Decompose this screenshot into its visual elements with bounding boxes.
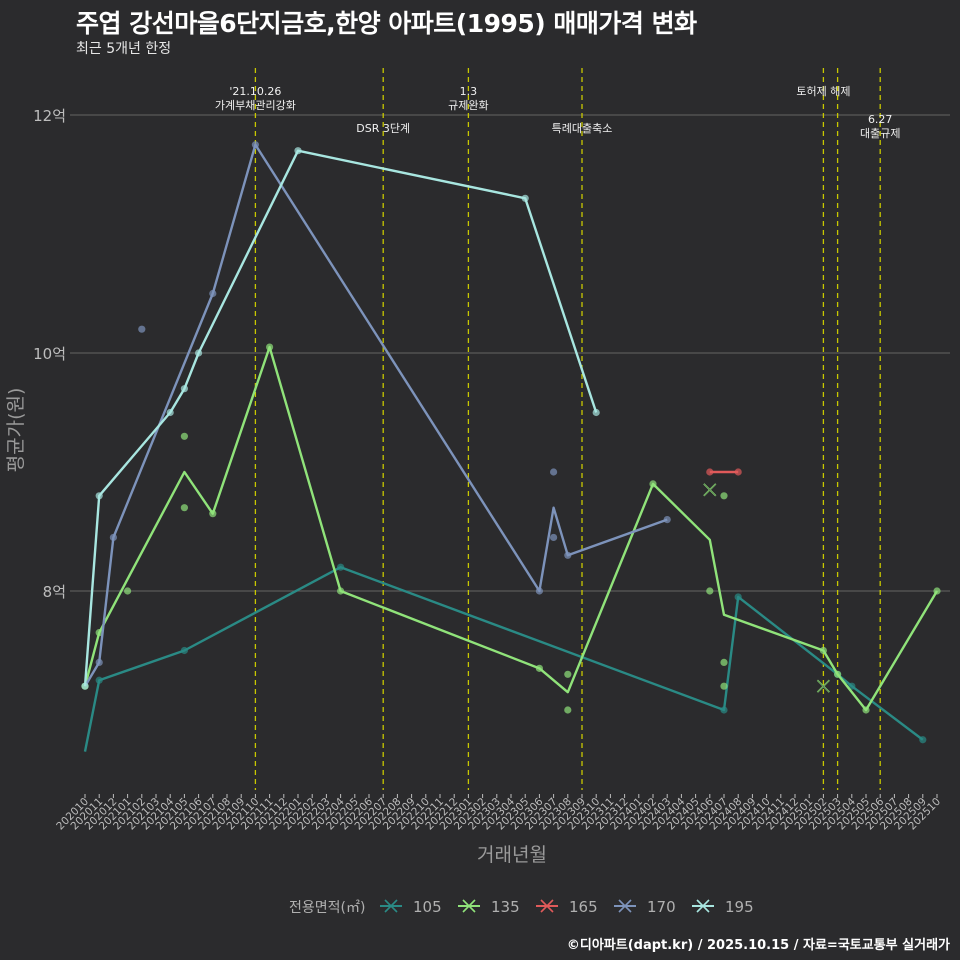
legend-swatch-cross: [540, 899, 554, 913]
series-layer: [81, 141, 941, 752]
event-label: 6.27: [868, 113, 893, 126]
series-line-135: [83, 345, 939, 712]
data-point: [124, 587, 132, 595]
legend-label: 135: [491, 898, 520, 916]
event-label: 특례대출축소: [552, 122, 613, 135]
legend-item-165: 165: [536, 898, 598, 916]
data-point: [720, 682, 728, 690]
data-point: [109, 533, 117, 542]
grid-layer: [70, 114, 950, 592]
legend-swatch-cross: [462, 899, 476, 913]
event-label: 대출규제: [860, 127, 900, 140]
data-point: [649, 480, 657, 488]
legend-label: 170: [647, 898, 676, 916]
data-point: [720, 492, 728, 500]
legend-label: 105: [413, 898, 442, 916]
data-point: [535, 664, 544, 672]
series-135: [81, 343, 941, 714]
data-point: [337, 563, 345, 571]
data-point: [195, 349, 203, 357]
axis-layer: 8억10억12억20201020201120201220210120210220…: [5, 107, 943, 866]
data-point: [592, 408, 600, 417]
data-point: [564, 670, 572, 678]
data-point: [266, 343, 274, 351]
data-point: [706, 468, 714, 476]
data-point: [564, 551, 572, 559]
data-point: [294, 147, 302, 155]
y-tick-label: 12억: [33, 107, 66, 125]
cross-marker-shadow: [703, 483, 717, 497]
data-point: [706, 587, 714, 595]
y-axis-title: 평균가(원): [5, 388, 27, 473]
data-point: [933, 587, 941, 595]
data-point: [834, 670, 842, 678]
data-point: [919, 736, 927, 744]
data-point: [95, 492, 103, 500]
series-195: [81, 147, 600, 690]
event-label: '21.10.26: [229, 85, 281, 98]
data-point: [862, 706, 870, 714]
data-point: [663, 516, 671, 524]
data-point: [209, 289, 217, 298]
source-caption: ©디아파트(dapt.kr) / 2025.10.15 / 자료=국토교통부 실…: [566, 938, 950, 953]
data-point: [550, 468, 558, 476]
event-label: 1.3: [460, 85, 478, 98]
event-label: DSR 3단계: [356, 122, 410, 135]
legend-item-170: 170: [614, 898, 676, 916]
data-point: [550, 533, 558, 542]
legend-layer: 전용면적(㎡) 105 135 165 170 195: [289, 898, 754, 916]
data-point: [819, 646, 828, 655]
data-point: [81, 682, 89, 690]
data-point: [251, 141, 259, 149]
data-point: [337, 587, 345, 595]
series-line-195: [83, 149, 598, 687]
legend-swatch-cross: [384, 899, 398, 913]
legend-swatch-cross: [618, 899, 632, 913]
legend-swatch-cross: [696, 899, 710, 913]
data-point: [720, 706, 728, 714]
chart-title: 주엽 강선마을6단지금호,한양 아파트(1995) 매매가격 변화: [76, 9, 697, 38]
data-point: [209, 510, 217, 518]
series-line-105: [83, 566, 924, 752]
y-tick-label: 10억: [33, 345, 66, 363]
legend-title: 전용면적(㎡): [289, 900, 365, 916]
legend-item-195: 195: [692, 898, 754, 916]
data-point: [720, 658, 728, 667]
y-tick-label: 8억: [43, 583, 66, 601]
legend-item-135: 135: [458, 898, 520, 916]
data-point: [166, 408, 174, 417]
data-point: [95, 676, 103, 684]
legend-item-105: 105: [380, 898, 442, 916]
series-105: [83, 563, 927, 752]
series-170: [83, 141, 671, 687]
chart-subtitle: 최근 5개년 한정: [76, 41, 172, 57]
legend-label: 165: [569, 898, 598, 916]
legend-label: 195: [725, 898, 754, 916]
series-165: [706, 468, 742, 476]
data-point: [180, 385, 188, 393]
event-label: 규제완화: [448, 99, 488, 112]
data-point: [180, 432, 188, 440]
event-label: 토허제 해제: [796, 84, 850, 98]
data-point: [180, 504, 188, 512]
cross-marker-shadow: [817, 679, 830, 693]
data-point: [521, 194, 529, 202]
event-label: 가계부채관리강화: [215, 99, 296, 112]
data-point: [734, 468, 742, 476]
data-point: [535, 587, 544, 595]
data-point: [95, 629, 103, 637]
data-point: [138, 325, 146, 333]
data-point: [734, 593, 742, 601]
data-point: [180, 646, 188, 655]
x-axis-title: 거래년월: [477, 844, 547, 866]
data-point: [95, 658, 103, 667]
data-point: [564, 706, 572, 714]
